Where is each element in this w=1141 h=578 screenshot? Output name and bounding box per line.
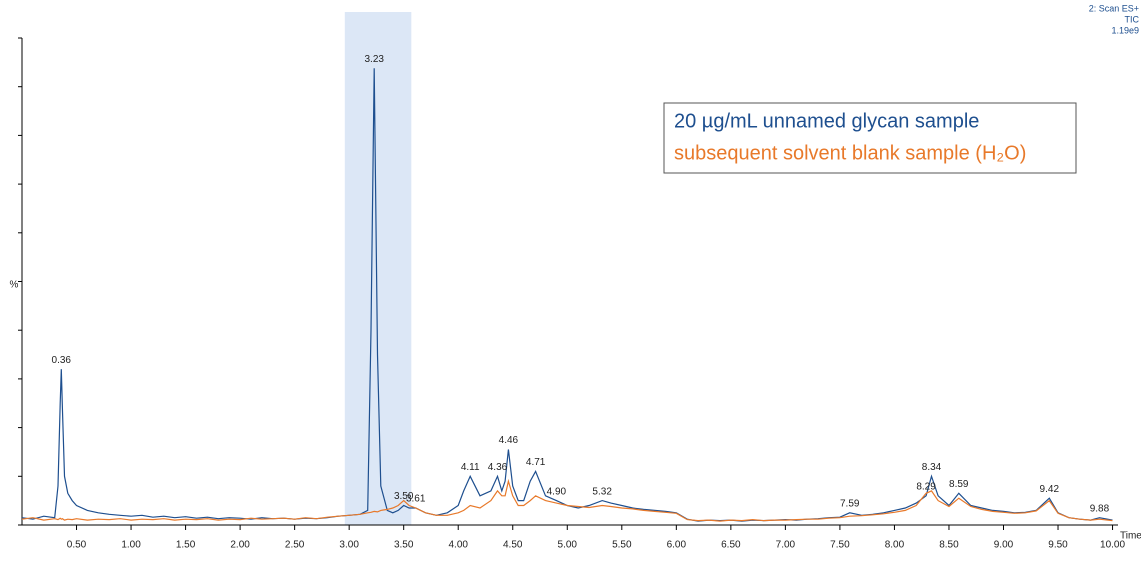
- info-line: 2: Scan ES+: [1089, 3, 1139, 13]
- peak-label: 4.46: [499, 435, 519, 446]
- peak-label: 0.36: [52, 355, 72, 366]
- x-tick-label: 8.50: [939, 540, 959, 551]
- series-line: [21, 478, 1113, 522]
- x-tick-label: 5.00: [558, 540, 578, 551]
- peak-label: 8.59: [949, 479, 969, 490]
- x-tick-label: 6.00: [667, 540, 687, 551]
- peak-label: 4.90: [547, 486, 567, 497]
- x-tick-label: 0.50: [67, 540, 87, 551]
- peak-label: 5.32: [592, 486, 612, 497]
- x-tick-label: 1.00: [121, 540, 141, 551]
- peak-label: 9.88: [1090, 503, 1110, 514]
- x-tick-label: 3.50: [394, 540, 414, 551]
- y-axis-label: %: [10, 280, 19, 291]
- x-tick-label: 10.00: [1100, 540, 1125, 551]
- x-tick-label: 9.00: [994, 540, 1014, 551]
- peak-label: 4.71: [526, 457, 546, 468]
- x-tick-label: 2.50: [285, 540, 305, 551]
- x-tick-label: 4.00: [448, 540, 468, 551]
- peak-label: 3.23: [365, 54, 385, 65]
- peak-label: 3.61: [406, 494, 426, 505]
- x-tick-label: 7.00: [776, 540, 796, 551]
- x-tick-label: 9.50: [1048, 540, 1068, 551]
- x-tick-label: 6.50: [721, 540, 741, 551]
- x-tick-label: 5.50: [612, 540, 632, 551]
- peak-label: 4.11: [461, 462, 480, 473]
- peak-label: 8.34: [922, 462, 942, 473]
- x-tick-label: 2.00: [230, 540, 250, 551]
- peak-label: 7.59: [840, 498, 860, 509]
- legend-entry: 20 µg/mL unnamed glycan sample: [674, 110, 979, 132]
- series-line: [21, 68, 1113, 522]
- x-tick-label: 8.00: [885, 540, 905, 551]
- peak-label: 8.29: [916, 481, 936, 492]
- x-axis-label: Time: [1120, 531, 1141, 542]
- x-tick-label: 3.00: [339, 540, 359, 551]
- peak-label: 3.50: [394, 491, 414, 502]
- legend-box: [663, 102, 1077, 174]
- x-tick-label: 4.50: [503, 540, 523, 551]
- info-line: TIC: [1125, 14, 1140, 24]
- highlight-band: [344, 12, 412, 525]
- info-line: 1.19e9: [1111, 25, 1139, 35]
- x-tick-label: 1.50: [176, 540, 196, 551]
- peak-label: 4.36: [488, 462, 508, 473]
- x-tick-label: 7.50: [830, 540, 850, 551]
- peak-label: 9.42: [1040, 484, 1060, 495]
- legend-entry: subsequent solvent blank sample (H₂O): [674, 142, 1026, 164]
